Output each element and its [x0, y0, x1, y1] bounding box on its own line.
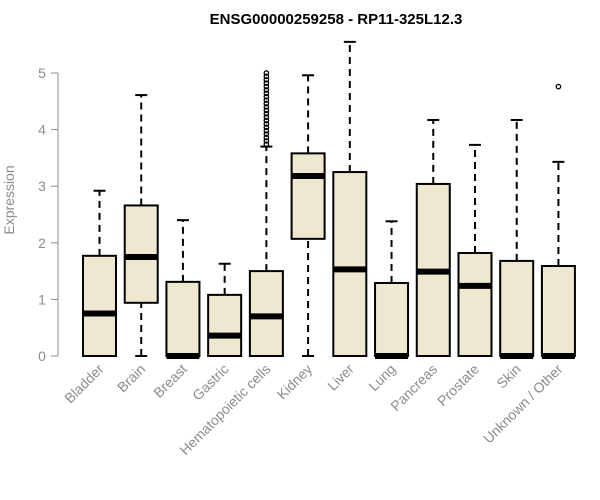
y-tick-label-4: 4: [38, 122, 46, 138]
box-6: [332, 40, 368, 357]
outlier-4-16: [263, 87, 270, 93]
outlier-4-0: [263, 141, 270, 148]
box-1: [123, 94, 159, 357]
box-rect-7: [374, 281, 410, 357]
y-tick-label-3: 3: [38, 178, 46, 194]
box-rect-9: [457, 251, 493, 358]
box-5: [290, 74, 326, 357]
x-tick-label-1: Brain: [114, 361, 148, 395]
outlier-4-15: [263, 90, 270, 97]
box-rect-11: [540, 265, 576, 358]
box-rect-0: [82, 254, 117, 357]
x-tick-label-6: Liver: [324, 361, 357, 394]
x-tick-label-11: Unknown / Other: [480, 361, 566, 447]
boxes-group: [82, 40, 576, 359]
outlier-4-18: [263, 80, 270, 87]
x-tick-label-0: Bladder: [61, 361, 107, 407]
outlier-4-7: [263, 117, 270, 124]
box-7: [374, 220, 410, 359]
box-rect-3: [207, 293, 243, 358]
outlier-4-5: [263, 124, 270, 131]
outlier-4-3: [263, 131, 270, 137]
chart-title: ENSG00000259258 - RP11-325L12.3: [210, 11, 463, 28]
outlier-4-20: [263, 73, 270, 80]
box-11: [540, 83, 576, 359]
box-0: [82, 189, 117, 357]
outlier-4-4: [263, 127, 270, 134]
box-rect-5: [290, 152, 326, 240]
outlier-4-12: [263, 100, 270, 107]
y-tick-label-0: 0: [38, 348, 46, 364]
box-4: [248, 70, 284, 358]
x-tick-label-5: Kidney: [274, 361, 316, 403]
x-tick-label-9: Prostate: [434, 361, 482, 409]
box-rect-10: [499, 259, 535, 357]
box-9: [457, 143, 493, 358]
box-rect-6: [332, 171, 368, 357]
outlier-4-8: [263, 114, 270, 120]
y-tick-label-5: 5: [38, 65, 46, 81]
x-tick-label-10: Skin: [493, 361, 524, 392]
outlier-4-14: [263, 93, 270, 100]
box-2: [165, 219, 201, 359]
outlier-4-6: [263, 121, 270, 127]
outlier-4-19: [263, 76, 270, 83]
y-axis: 0 1 2 3 4 5: [38, 65, 59, 364]
outlier-4-9: [263, 110, 270, 117]
box-8: [415, 118, 451, 357]
y-tick-label-2: 2: [38, 235, 46, 251]
box-rect-2: [165, 280, 201, 358]
box-3: [207, 262, 243, 358]
outlier-4-13: [263, 97, 270, 104]
x-tick-label-7: Lung: [365, 361, 398, 394]
outlier-4-17: [263, 83, 270, 90]
outlier-4-10: [263, 107, 270, 114]
outlier-4-2: [263, 134, 270, 141]
outlier-11-0: [555, 83, 562, 90]
x-tick-label-2: Breast: [150, 361, 190, 401]
outlier-4-1: [263, 138, 270, 144]
outlier-4-11: [263, 104, 270, 110]
box-10: [499, 118, 535, 359]
outlier-4-21: [263, 70, 270, 76]
y-axis-label: Expression: [1, 165, 17, 234]
y-tick-label-1: 1: [38, 291, 46, 307]
